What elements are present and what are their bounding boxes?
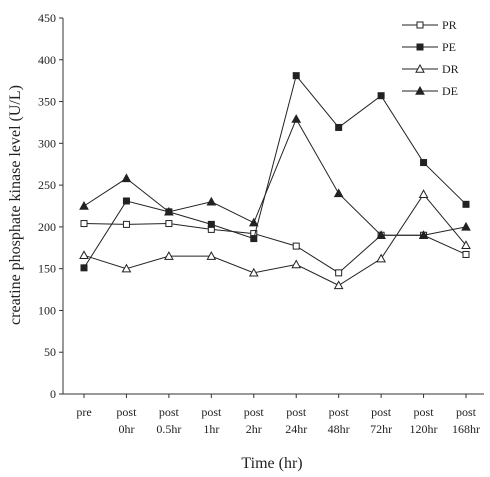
- legend-item-dr: DR: [402, 62, 459, 76]
- data-point-pe: [292, 72, 300, 80]
- data-point-dr: [376, 253, 386, 263]
- data-point-dr: [121, 263, 132, 273]
- y-tick-label: 350: [38, 95, 56, 109]
- axes: [62, 18, 484, 395]
- legend-label: DR: [442, 62, 459, 76]
- data-point-de: [79, 200, 89, 210]
- series-line-dr: [83, 193, 467, 286]
- y-tick-label: 50: [44, 345, 56, 359]
- data-point-pe: [207, 220, 215, 228]
- x-tick-label: post: [116, 405, 137, 419]
- x-tick-label-sub: 72hr: [370, 422, 392, 436]
- x-axis-title: Time (hr): [241, 455, 302, 472]
- x-tick-label-sub: 0hr: [118, 422, 134, 436]
- data-point-pr: [165, 220, 173, 228]
- x-tick-label: pre: [76, 405, 91, 419]
- data-point-pe: [420, 159, 428, 167]
- x-tick-label: post: [286, 405, 307, 419]
- series-line-pr: [83, 223, 467, 274]
- data-point-pr: [462, 250, 470, 258]
- x-tick-label-sub: 168hr: [452, 422, 480, 436]
- data-point-dr: [291, 259, 302, 269]
- x-tick-label: post: [414, 405, 435, 419]
- data-point-de: [164, 206, 174, 216]
- x-tick-label: post: [456, 405, 477, 419]
- data-point-pe: [377, 92, 385, 100]
- data-point-pe: [250, 235, 258, 243]
- data-point-pe: [80, 264, 88, 272]
- data-point-dr: [333, 280, 344, 290]
- series-pe: [80, 72, 470, 272]
- x-tick-label: post: [159, 405, 180, 419]
- y-axis-ticks: 0 50 100 150 200 250 300 350 400 450: [38, 11, 63, 401]
- y-tick-label: 450: [38, 11, 56, 25]
- data-point-de: [333, 188, 344, 198]
- data-point-dr: [79, 250, 89, 259]
- x-tick-label-sub: 24hr: [285, 422, 307, 436]
- data-point-pr: [80, 220, 88, 228]
- data-point-dr: [164, 251, 174, 260]
- legend-marker: [416, 21, 424, 29]
- data-point-de: [206, 196, 217, 206]
- data-point-de: [418, 230, 429, 239]
- data-point-de: [291, 114, 302, 123]
- data-point-de: [121, 173, 132, 183]
- data-point-dr: [206, 251, 217, 260]
- legend-item-pr: PR: [402, 18, 457, 32]
- x-tick-label-sub: 2hr: [246, 422, 262, 436]
- series-layer: [79, 72, 471, 290]
- data-point-pe: [335, 123, 343, 131]
- series-pr: [80, 220, 470, 277]
- legend: PR PE DR DE: [402, 18, 459, 98]
- legend-marker: [415, 85, 425, 95]
- legend-item-de: DE: [402, 84, 458, 98]
- data-point-pe: [122, 197, 130, 205]
- y-tick-label: 300: [38, 136, 56, 150]
- x-tick-label: post: [371, 405, 392, 419]
- x-tick-label-sub: 1hr: [203, 422, 219, 436]
- y-tick-label: 400: [38, 53, 56, 67]
- x-tick-label: post: [244, 405, 265, 419]
- data-point-dr: [461, 240, 471, 249]
- data-point-pr: [292, 242, 300, 250]
- data-point-dr: [418, 189, 429, 199]
- data-point-pr: [335, 269, 343, 277]
- legend-item-pe: PE: [402, 40, 456, 54]
- data-point-pr: [122, 220, 130, 228]
- x-tick-label-sub: 0.5hr: [156, 422, 181, 436]
- data-point-dr: [248, 267, 259, 277]
- y-tick-label: 0: [50, 387, 56, 401]
- x-tick-label: post: [201, 405, 222, 419]
- legend-label: PR: [442, 18, 457, 32]
- y-axis-title: creatine phosphate kinase level (U/L): [7, 85, 24, 325]
- x-tick-label-sub: 48hr: [328, 422, 350, 436]
- legend-label: DE: [442, 84, 458, 98]
- y-tick-label: 250: [38, 178, 56, 192]
- data-point-de: [461, 221, 471, 231]
- legend-label: PE: [442, 40, 456, 54]
- x-tick-label-sub: 120hr: [410, 422, 438, 436]
- series-de: [79, 114, 471, 239]
- y-tick-label: 150: [38, 262, 56, 276]
- data-point-de: [248, 217, 259, 227]
- series-dr: [79, 189, 471, 290]
- legend-marker: [416, 43, 424, 51]
- data-point-de: [376, 230, 386, 239]
- legend-marker: [415, 63, 425, 73]
- y-tick-label: 200: [38, 220, 56, 234]
- series-line-pe: [83, 74, 467, 269]
- x-axis-ticks: pre post 0hr post 0.5hr post 1hr post 2hr post 24h…: [76, 394, 480, 436]
- y-tick-label: 100: [38, 303, 56, 317]
- series-line-de: [83, 117, 467, 236]
- data-point-pe: [462, 200, 470, 208]
- x-tick-label: post: [329, 405, 350, 419]
